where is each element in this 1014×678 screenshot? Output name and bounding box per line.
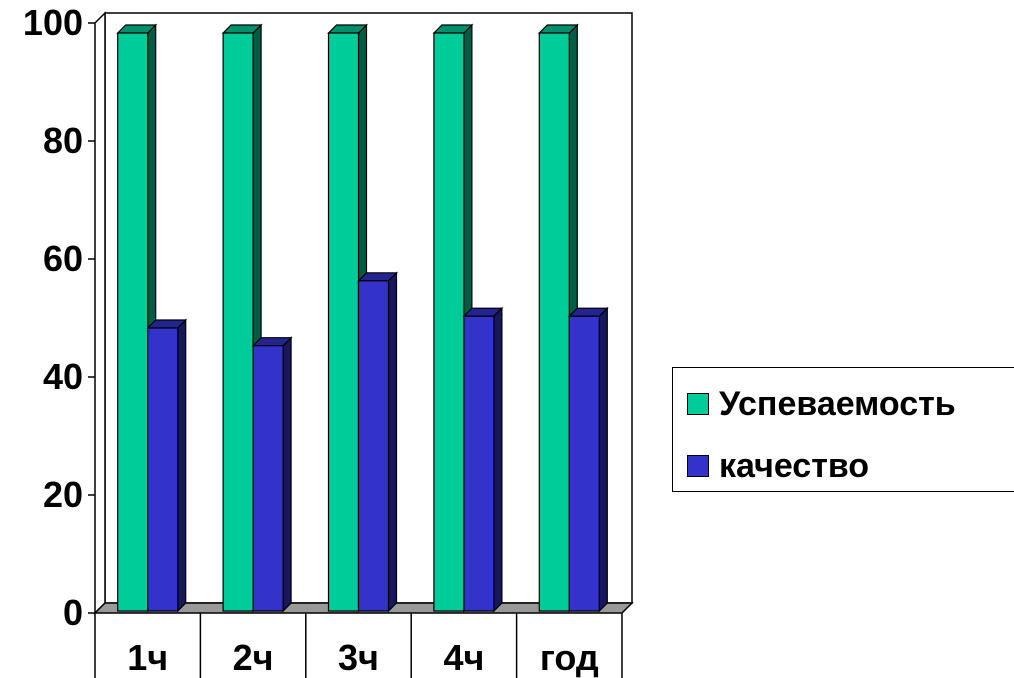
category-label: 4ч [443,637,484,678]
legend-label-kachestvo: качество [719,446,870,485]
y-tick-label: 60 [43,238,83,279]
y-tick-label: 20 [43,474,83,515]
legend-swatch-kachestvo [687,455,709,477]
bar-kachestvo [357,271,398,613]
category-labels: 1ч 2ч 3ч 4ч год [94,613,623,678]
y-tick-label: 80 [43,120,83,161]
y-tick-labels: 0 20 40 60 80 100 [23,2,95,633]
y-tick-label: 40 [43,356,83,397]
chart-bars [116,23,609,613]
chart-legend: Успеваемость качество [672,367,1014,492]
bar-kachestvo [146,318,188,613]
bar-kachestvo [567,306,609,613]
legend-label-uspevaemost: Успеваемость [719,384,956,423]
category-label: год [540,637,599,678]
category-label: 1ч [127,637,168,678]
chart-side-wall [94,11,106,615]
y-tick-label: 0 [63,592,83,633]
category-label: 2ч [233,637,274,678]
bar-kachestvo [462,306,504,613]
category-label: 3ч [338,637,379,678]
bar-kachestvo [251,336,293,613]
y-tick-label: 100 [23,2,83,43]
legend-swatch-uspevaemost [687,393,709,415]
legend-item-uspevaemost: Успеваемость [687,384,956,423]
legend-item-kachestvo: качество [687,446,870,485]
